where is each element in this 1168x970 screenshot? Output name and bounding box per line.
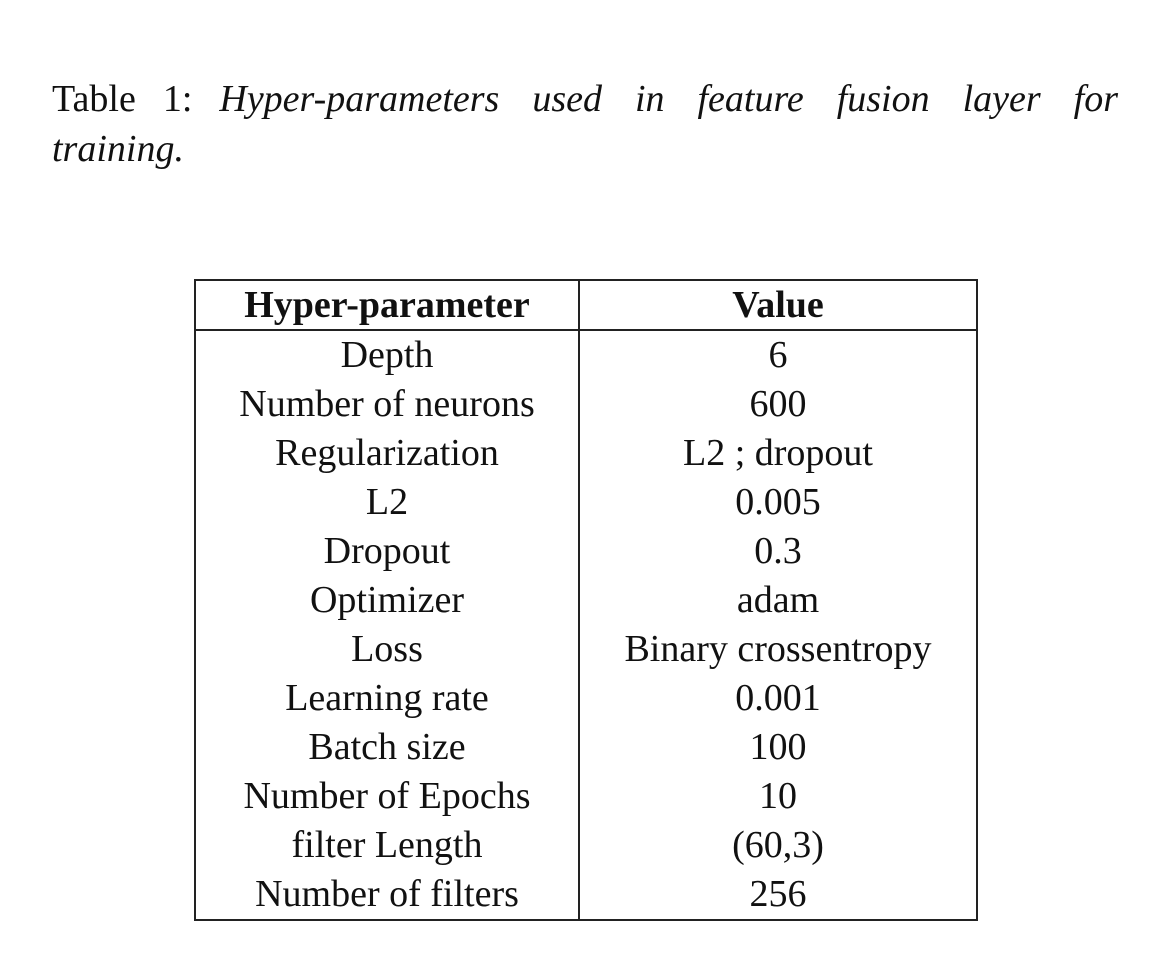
- table-row: Number of neurons 600: [195, 380, 977, 429]
- header-hyper-parameter: Hyper-parameter: [195, 280, 580, 331]
- parameter-name: Loss: [195, 625, 580, 674]
- parameter-name: Optimizer: [195, 576, 580, 625]
- table-row: Optimizer adam: [195, 576, 977, 625]
- table-row: Depth 6: [195, 330, 977, 380]
- table-row: L2 0.005: [195, 478, 977, 527]
- parameter-name: filter Length: [195, 821, 580, 870]
- parameter-name: Batch size: [195, 723, 580, 772]
- caption-text: Hyper-parameters used in feature fusion …: [52, 78, 1118, 170]
- parameter-value: 0.005: [735, 481, 821, 523]
- table-header-row: Hyper-parameter Value: [195, 280, 977, 331]
- parameter-name: Number of Epochs: [195, 772, 580, 821]
- table-row: Batch size 100: [195, 723, 977, 772]
- caption-label: Table 1:: [52, 78, 193, 120]
- parameter-value: 0.3: [754, 530, 802, 572]
- parameter-name: Learning rate: [195, 674, 580, 723]
- parameter-value: 0.001: [735, 677, 821, 719]
- table-row: Number of filters 256: [195, 870, 977, 920]
- parameter-value: adam: [736, 579, 820, 621]
- parameter-value: 100: [749, 726, 807, 768]
- parameter-name: Number of filters: [195, 870, 580, 920]
- parameter-value: (60,3): [732, 824, 824, 866]
- parameter-value: Binary crossentropy: [624, 628, 932, 670]
- table-row: Number of Epochs 10: [195, 772, 977, 821]
- table-row: Dropout 0.3: [195, 527, 977, 576]
- hyperparameter-table-container: Hyper-parameter Value Depth 6 Number of …: [194, 279, 978, 921]
- table-row: Loss Binary crossentropy: [195, 625, 977, 674]
- parameter-value: 600: [749, 383, 807, 425]
- parameter-value: 256: [749, 873, 807, 915]
- parameter-name: Number of neurons: [195, 380, 580, 429]
- parameter-name: Depth: [195, 330, 580, 380]
- table-row: filter Length (60,3): [195, 821, 977, 870]
- parameter-value: 6: [768, 334, 788, 376]
- table-row: Regularization L2 ; dropout: [195, 429, 977, 478]
- parameter-name: Dropout: [195, 527, 580, 576]
- parameter-value: 10: [759, 775, 797, 817]
- parameter-name: L2: [195, 478, 580, 527]
- table-row: Learning rate 0.001: [195, 674, 977, 723]
- parameter-name: Regularization: [195, 429, 580, 478]
- hyperparameter-table: Hyper-parameter Value Depth 6 Number of …: [194, 279, 978, 921]
- parameter-value: L2 ; dropout: [683, 432, 873, 474]
- header-value: Value: [579, 280, 977, 331]
- table-caption: Table 1: Hyper-parameters used in featur…: [52, 74, 1118, 174]
